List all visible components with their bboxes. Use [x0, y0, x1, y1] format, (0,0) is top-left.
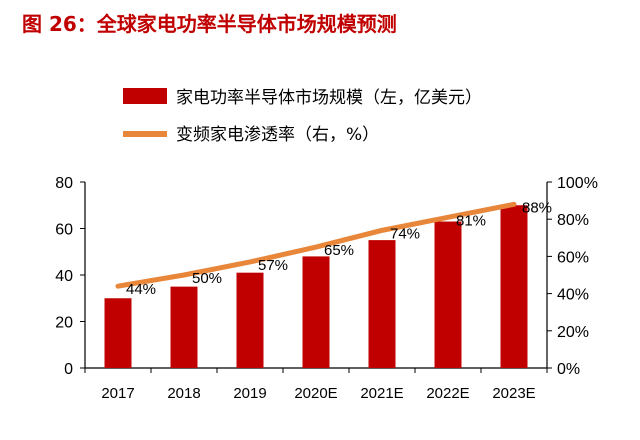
legend-label-line: 变频家电渗透率（右，%） [176, 125, 379, 145]
line-data-label: 81% [456, 212, 486, 229]
bar [302, 256, 330, 368]
x-tick-label: 2020E [294, 385, 337, 402]
y-left-tick-label: 0 [64, 361, 73, 378]
y-right-tick-label: 20% [557, 324, 589, 341]
x-tick-label: 2023E [492, 385, 535, 402]
y-axis-left: 0 20 40 60 80 [55, 175, 85, 378]
bar [368, 240, 396, 368]
x-tick-label: 2022E [426, 385, 469, 402]
x-axis-ticks: 2017 2018 2019 2020E 2021E 2022E 2023E [84, 368, 548, 402]
x-tick-label: 2018 [167, 385, 200, 402]
y-right-tick-label: 40% [557, 287, 589, 304]
legend-label-bar: 家电功率半导体市场规模（左，亿美元） [176, 88, 482, 108]
bar-series [104, 205, 528, 368]
line-data-label: 74% [390, 225, 420, 242]
y-left-tick-label: 20 [55, 315, 73, 332]
legend-swatch-bar [123, 88, 167, 104]
x-tick-label: 2019 [233, 385, 266, 402]
line-data-label: 65% [324, 242, 354, 259]
bar [236, 272, 264, 368]
line-data-label: 88% [522, 199, 552, 216]
bar [170, 286, 198, 368]
line-data-label: 50% [192, 270, 222, 287]
y-right-tick-label: 100% [557, 175, 598, 192]
bar [500, 205, 528, 368]
x-tick-label: 2021E [360, 385, 403, 402]
x-tick-label: 2017 [101, 385, 134, 402]
y-left-tick-label: 60 [55, 222, 73, 239]
y-right-tick-label: 0% [557, 361, 580, 378]
figure-title: 图 26：全球家电功率半导体市场规模预测 [22, 12, 397, 36]
line-data-label: 57% [258, 257, 288, 274]
line-data-labels: 44% 50% 57% 65% 74% 81% 88% [126, 199, 552, 298]
line-series [115, 201, 517, 289]
bar [434, 221, 462, 368]
y-right-tick-label: 60% [557, 249, 589, 266]
y-axis-right: 0% 20% 40% 60% 80% 100% [547, 175, 598, 378]
line-data-label: 44% [126, 281, 156, 298]
y-left-tick-label: 40 [55, 268, 73, 285]
legend: 家电功率半导体市场规模（左，亿美元） 变频家电渗透率（右，%） [123, 88, 482, 145]
y-right-tick-label: 80% [557, 212, 589, 229]
y-left-tick-label: 80 [55, 175, 73, 192]
bar [104, 298, 132, 368]
